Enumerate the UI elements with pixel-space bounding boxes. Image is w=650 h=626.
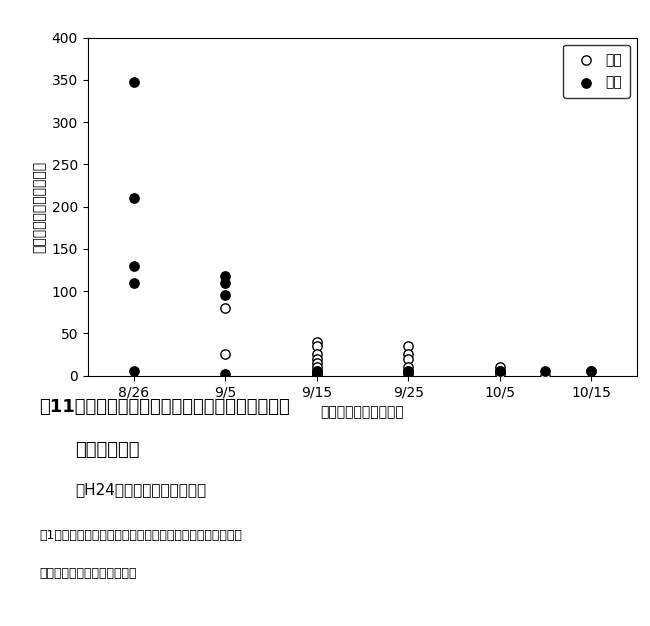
場内 bbox=[403, 369, 413, 379]
場内 bbox=[128, 78, 138, 88]
場内 bbox=[311, 366, 322, 376]
現地 bbox=[403, 349, 413, 359]
Text: 注1）種子生産数は成熟種子の数とし，隣接する大豆ほ場の: 注1）種子生産数は成熟種子の数とし，隣接する大豆ほ場の bbox=[39, 529, 242, 542]
現地 bbox=[311, 337, 322, 347]
場内 bbox=[311, 368, 322, 378]
現地 bbox=[495, 369, 505, 379]
現地 bbox=[311, 354, 322, 364]
場内 bbox=[128, 260, 138, 270]
現地 bbox=[495, 362, 505, 372]
現地 bbox=[540, 371, 551, 381]
場内 bbox=[220, 271, 230, 281]
現地 bbox=[220, 303, 230, 313]
場内 bbox=[220, 290, 230, 300]
Text: 図11　裸地条件におけるアレチウリの出芽確認日: 図11 裸地条件におけるアレチウリの出芽確認日 bbox=[39, 398, 290, 416]
現地 bbox=[311, 366, 322, 376]
現地 bbox=[495, 366, 505, 376]
現地 bbox=[311, 349, 322, 359]
場内 bbox=[128, 193, 138, 203]
Text: （H24年，古試場内・現地）: （H24年，古試場内・現地） bbox=[75, 482, 206, 497]
現地 bbox=[311, 369, 322, 379]
Text: と種子生産数: と種子生産数 bbox=[75, 441, 139, 459]
場内 bbox=[220, 277, 230, 287]
現地 bbox=[311, 341, 322, 351]
場内 bbox=[586, 366, 597, 376]
場内 bbox=[220, 369, 230, 379]
場内 bbox=[128, 277, 138, 287]
現地 bbox=[403, 362, 413, 372]
現地 bbox=[403, 354, 413, 364]
現地 bbox=[586, 366, 597, 376]
現地 bbox=[403, 366, 413, 376]
現地 bbox=[403, 341, 413, 351]
Legend: 現地, 場内: 現地, 場内 bbox=[564, 44, 630, 98]
現地 bbox=[220, 349, 230, 359]
場内 bbox=[403, 366, 413, 376]
場内 bbox=[128, 366, 138, 376]
場内 bbox=[495, 366, 505, 376]
現地 bbox=[311, 358, 322, 368]
Y-axis label: 種子生産数（個／個体）: 種子生産数（個／個体） bbox=[32, 160, 46, 253]
現地 bbox=[311, 371, 322, 381]
X-axis label: 出芽確認日（月／日）: 出芽確認日（月／日） bbox=[320, 405, 404, 419]
Text: 大豆成熟期に調査した。: 大豆成熟期に調査した。 bbox=[39, 567, 136, 580]
場内 bbox=[311, 370, 322, 380]
現地 bbox=[311, 362, 322, 372]
場内 bbox=[540, 366, 551, 376]
